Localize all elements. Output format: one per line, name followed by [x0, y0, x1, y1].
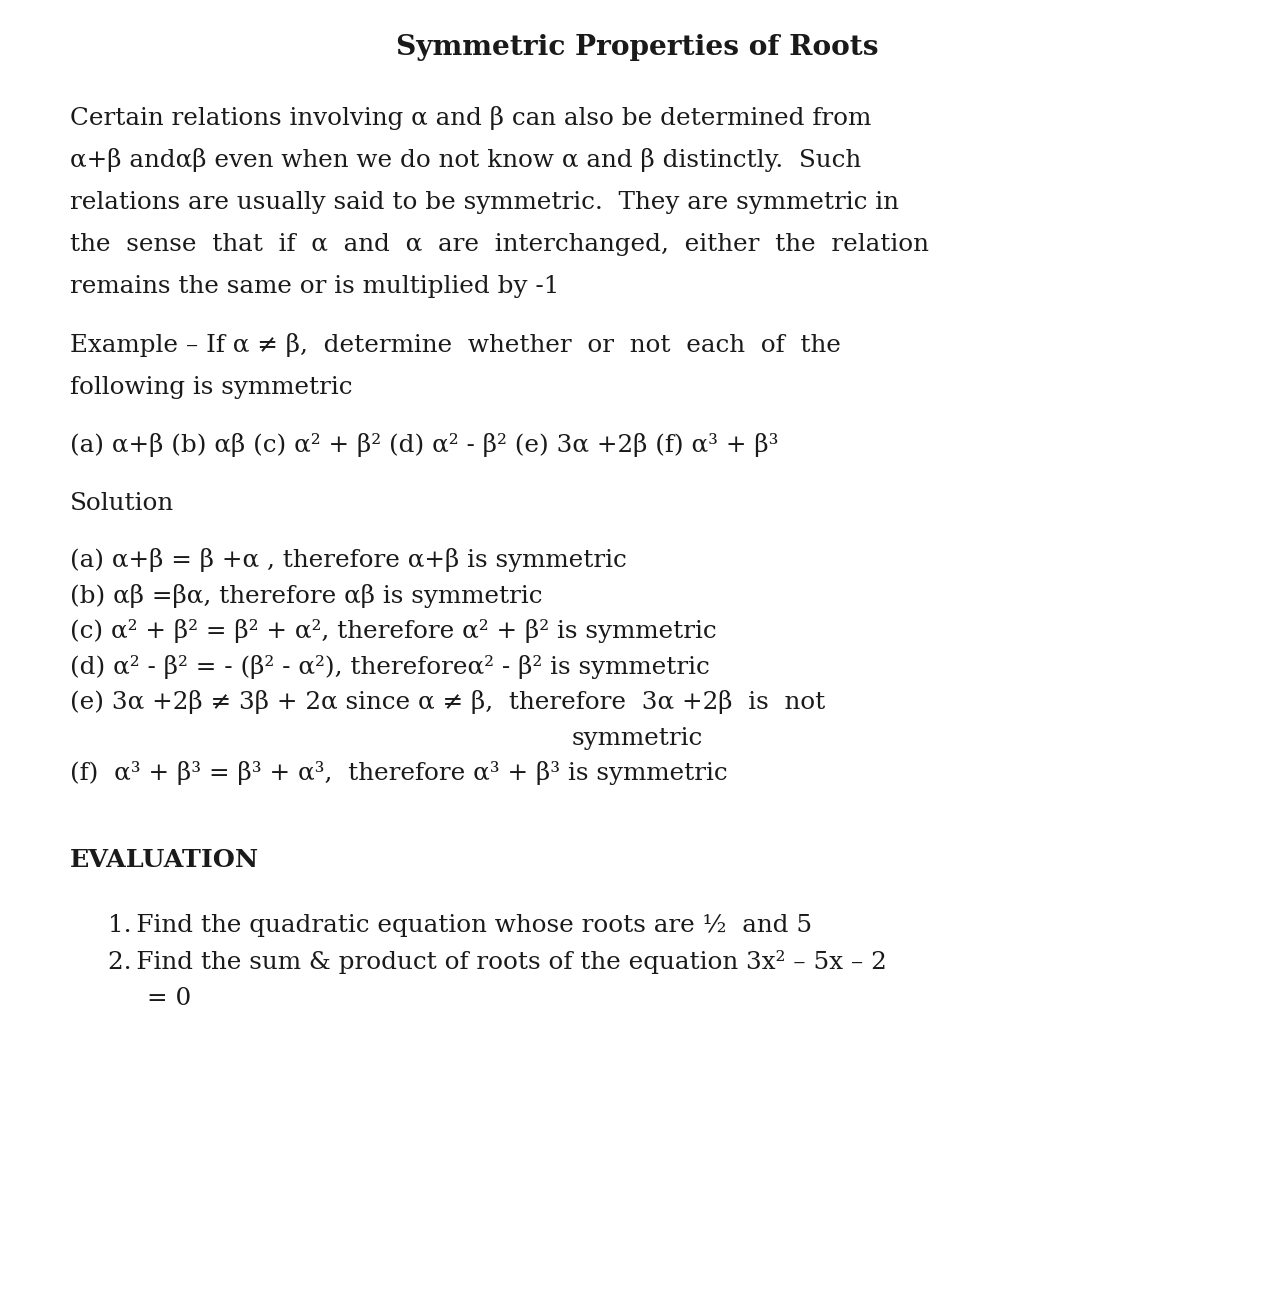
Text: (d) α² - β² = - (β² - α²), thereforeα² - β² is symmetric: (d) α² - β² = - (β² - α²), thereforeα² -…	[70, 655, 710, 679]
Text: (a) α+β (b) αβ (c) α² + β² (d) α² - β² (e) 3α +2β (f) α³ + β³: (a) α+β (b) αβ (c) α² + β² (d) α² - β² (…	[70, 433, 778, 457]
Text: Symmetric Properties of Roots: Symmetric Properties of Roots	[396, 34, 878, 62]
Text: following is symmetric: following is symmetric	[70, 376, 353, 399]
Text: remains the same or is multiplied by -1: remains the same or is multiplied by -1	[70, 274, 559, 298]
Text: (c) α² + β² = β² + α², therefore α² + β² is symmetric: (c) α² + β² = β² + α², therefore α² + β²…	[70, 620, 716, 643]
Text: the  sense  that  if  α  and  α  are  interchanged,  either  the  relation: the sense that if α and α are interchang…	[70, 232, 929, 256]
Text: 1. Find the quadratic equation whose roots are ½  and 5: 1. Find the quadratic equation whose roo…	[108, 914, 812, 937]
Text: α+β andαβ even when we do not know α and β distinctly.  Such: α+β andαβ even when we do not know α and…	[70, 148, 861, 172]
Text: 2. Find the sum & product of roots of the equation 3x² – 5x – 2: 2. Find the sum & product of roots of th…	[108, 951, 887, 974]
Text: Example – If α ≠ β,  determine  whether  or  not  each  of  the: Example – If α ≠ β, determine whether or…	[70, 334, 841, 357]
Text: EVALUATION: EVALUATION	[70, 848, 259, 872]
Text: relations are usually said to be symmetric.  They are symmetric in: relations are usually said to be symmetr…	[70, 190, 898, 214]
Text: symmetric: symmetric	[572, 726, 702, 750]
Text: Certain relations involving α and β can also be determined from: Certain relations involving α and β can …	[70, 106, 870, 130]
Text: (b) αβ =βα, therefore αβ is symmetric: (b) αβ =βα, therefore αβ is symmetric	[70, 584, 543, 608]
Text: (f)  α³ + β³ = β³ + α³,  therefore α³ + β³ is symmetric: (f) α³ + β³ = β³ + α³, therefore α³ + β³…	[70, 762, 727, 785]
Text: (a) α+β = β +α , therefore α+β is symmetric: (a) α+β = β +α , therefore α+β is symmet…	[70, 549, 627, 572]
Text: = 0: = 0	[147, 986, 191, 1010]
Text: Solution: Solution	[70, 491, 175, 515]
Text: (e) 3α +2β ≠ 3β + 2α since α ≠ β,  therefore  3α +2β  is  not: (e) 3α +2β ≠ 3β + 2α since α ≠ β, theref…	[70, 691, 824, 714]
